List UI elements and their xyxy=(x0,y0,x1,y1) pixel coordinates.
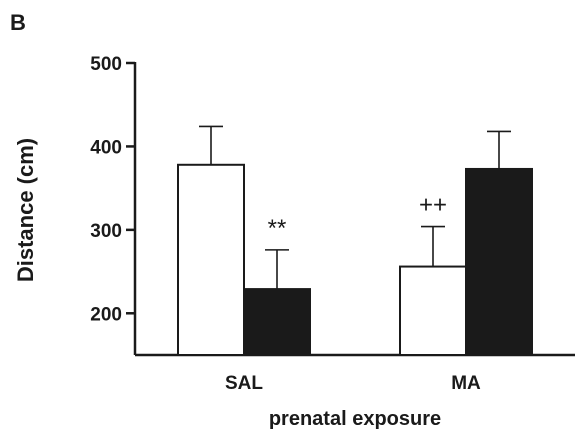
y-axis-label: Distance (cm) xyxy=(13,138,38,282)
x-tick-label: SAL xyxy=(225,373,263,394)
bar xyxy=(465,167,533,356)
bars xyxy=(177,125,533,356)
y-tick-label: 300 xyxy=(90,221,122,242)
annotations: ** ++ xyxy=(268,192,447,242)
y-tick-label: 200 xyxy=(90,304,122,325)
x-tick-label: MA xyxy=(451,373,481,394)
bar xyxy=(177,163,245,356)
x-axis: SAL MA xyxy=(135,353,575,394)
significance-marker: ++ xyxy=(419,192,447,219)
y-tick-label: 400 xyxy=(90,137,122,158)
bar xyxy=(243,288,311,356)
y-tick-label: 500 xyxy=(90,54,122,75)
y-axis: 200 300 400 500 xyxy=(90,54,137,355)
panel-label: B xyxy=(10,10,26,35)
x-axis-label: prenatal exposure xyxy=(269,408,441,430)
significance-marker: ** xyxy=(268,215,287,242)
bar xyxy=(399,265,467,356)
